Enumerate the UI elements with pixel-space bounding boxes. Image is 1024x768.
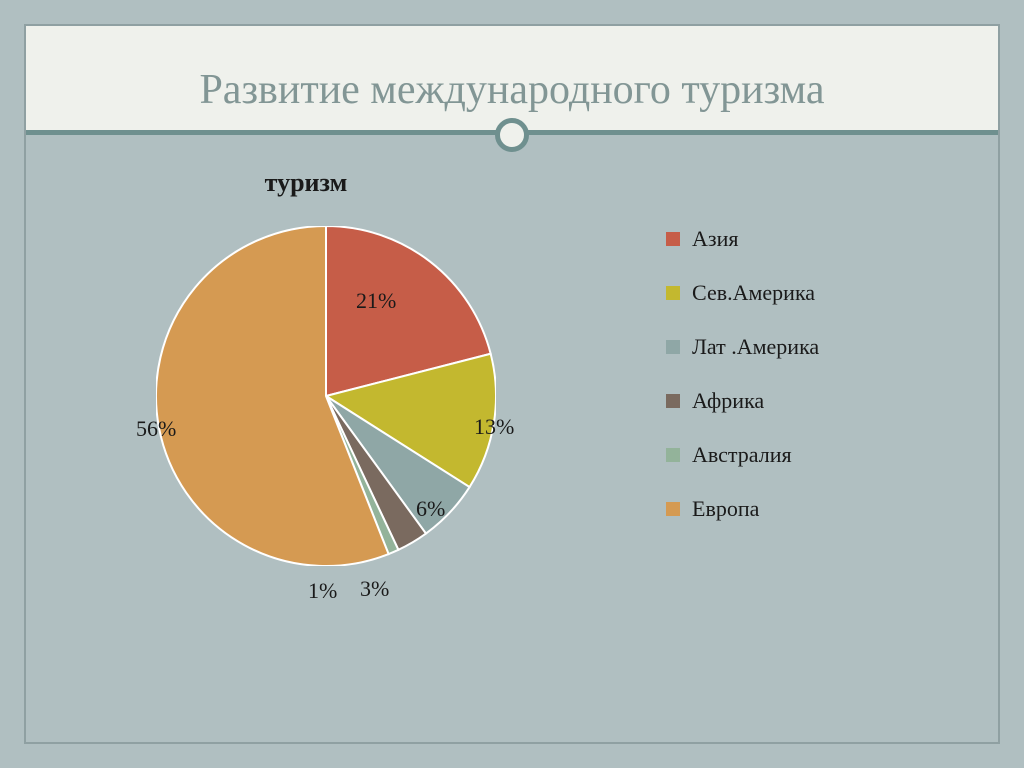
legend-label: Австралия — [692, 442, 792, 468]
legend-swatch-icon — [666, 448, 680, 462]
pie-data-label: 6% — [416, 496, 445, 522]
pie-data-label: 13% — [474, 414, 514, 440]
legend-swatch-icon — [666, 232, 680, 246]
legend-item: Сев.Америка — [666, 280, 819, 306]
chart-title: туризм — [26, 168, 586, 198]
legend-label: Африка — [692, 388, 764, 414]
legend-item: Азия — [666, 226, 819, 252]
legend: Азия Сев.Америка Лат .Америка Африка Австрал… — [666, 226, 819, 550]
legend-label: Азия — [692, 226, 738, 252]
legend-item: Лат .Америка — [666, 334, 819, 360]
slide-title: Развитие международного туризма — [26, 66, 998, 114]
legend-swatch-icon — [666, 394, 680, 408]
slide-frame: Развитие международного туризма туризм 2… — [24, 24, 1000, 744]
pie-data-label: 21% — [356, 288, 396, 314]
pie-data-label: 3% — [360, 576, 389, 602]
legend-item: Европа — [666, 496, 819, 522]
legend-swatch-icon — [666, 286, 680, 300]
legend-label: Европа — [692, 496, 759, 522]
ornament-circle-icon — [495, 118, 529, 152]
legend-label: Сев.Америка — [692, 280, 815, 306]
pie-data-label: 56% — [136, 416, 176, 442]
legend-item: Африка — [666, 388, 819, 414]
legend-swatch-icon — [666, 340, 680, 354]
legend-swatch-icon — [666, 502, 680, 516]
legend-item: Австралия — [666, 442, 819, 468]
pie-data-label: 1% — [308, 578, 337, 604]
legend-label: Лат .Америка — [692, 334, 819, 360]
